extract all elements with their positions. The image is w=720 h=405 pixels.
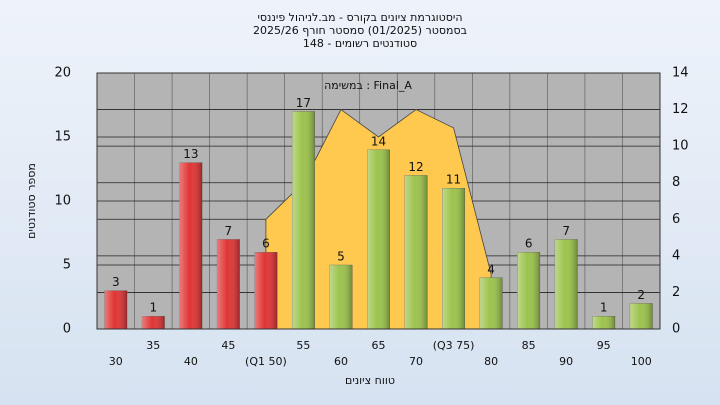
bar-shine (179, 162, 203, 329)
y2-tick-label: 10 (672, 139, 689, 154)
bar-shine (254, 252, 278, 329)
value-label: 4 (487, 262, 495, 276)
y-tick-label: 0 (63, 322, 71, 337)
value-label: 7 (225, 224, 233, 238)
x-tick-label: 100 (631, 355, 652, 368)
y-tick-label: 10 (54, 194, 71, 209)
bar-shine (292, 111, 315, 330)
y-axis-label: מספר סטודנטים (25, 163, 38, 239)
value-label: 6 (525, 237, 533, 251)
y2-tick-label: 2 (672, 285, 680, 300)
value-label: 2 (637, 288, 645, 302)
bar-shine (142, 316, 165, 329)
bar-shine (479, 277, 503, 329)
x-tick-label: (Q1 50) (245, 355, 287, 368)
value-label: 17 (296, 96, 311, 110)
value-label: 6 (262, 237, 270, 251)
y2-tick-label: 14 (672, 66, 689, 81)
value-label: 14 (371, 134, 386, 148)
x-tick-label: 35 (146, 339, 160, 352)
bar-shine (592, 316, 615, 329)
bar-shine (404, 175, 428, 329)
bar-shine (217, 239, 240, 329)
y2-tick-label: 0 (672, 322, 680, 337)
bar-shine (367, 149, 390, 329)
y2-tick-label: 8 (672, 175, 680, 190)
x-axis-label: טווח ציונים (345, 374, 395, 387)
value-label: 11 (446, 173, 461, 187)
x-tick-label: 60 (334, 355, 348, 368)
value-label: 7 (562, 224, 570, 238)
title-line: היסטוגרמת ציונים בקורס - מב.לניהול פיננס… (257, 11, 462, 24)
x-tick-label: 95 (597, 339, 611, 352)
x-tick-label: 30 (109, 355, 123, 368)
x-tick-label: 45 (221, 339, 235, 352)
annotation: במשימה : Final_A (324, 79, 412, 92)
y-tick-label: 5 (63, 258, 71, 273)
x-tick-label: 70 (409, 355, 423, 368)
value-label: 13 (183, 147, 198, 161)
bar-shine (104, 290, 128, 329)
bar-shine (329, 265, 353, 329)
x-tick-label: 65 (372, 339, 386, 352)
y2-tick-label: 4 (672, 248, 680, 263)
y-tick-label: 15 (54, 130, 71, 145)
plot-border (96, 72, 661, 330)
bar-shine (629, 303, 653, 329)
x-tick-label: 80 (484, 355, 498, 368)
x-tick-label: 40 (184, 355, 198, 368)
bar-shine (442, 188, 465, 329)
y-tick-label: 20 (54, 66, 71, 81)
x-tick-label: 55 (296, 339, 310, 352)
bar-shine (517, 252, 540, 329)
x-tick-label: 90 (559, 355, 573, 368)
value-label: 3 (112, 275, 120, 289)
x-tick-label: (Q3 75) (433, 339, 475, 352)
value-label: 1 (600, 301, 608, 315)
title-line: סטודנטים רשומים - 148 (303, 37, 417, 50)
value-label: 5 (337, 250, 345, 264)
y2-tick-label: 6 (672, 212, 680, 227)
value-label: 12 (408, 160, 423, 174)
x-tick-label: 85 (522, 339, 536, 352)
y2-tick-label: 12 (672, 102, 689, 117)
bar-shine (554, 239, 578, 329)
title-line: בסמסטר (01/2025) סמסטר חורף 2025/26 (253, 24, 467, 37)
value-label: 1 (149, 301, 157, 315)
